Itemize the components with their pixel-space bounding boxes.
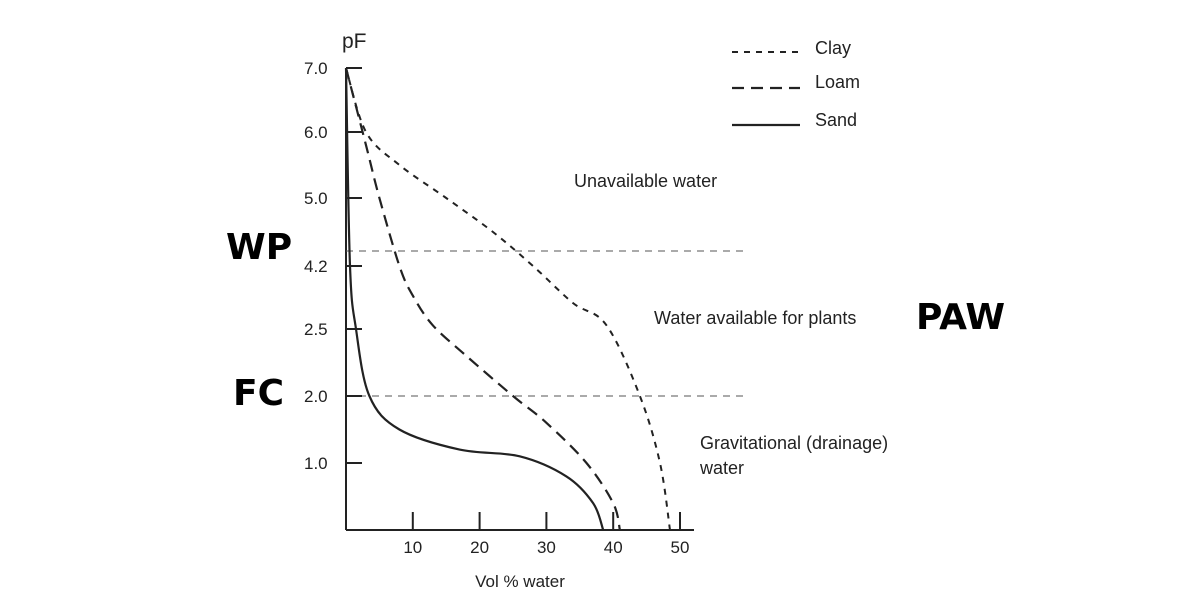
y-tick-label: 2.5	[304, 320, 328, 339]
sand-curve	[344, 67, 605, 531]
legend-loam-label: Loam	[815, 72, 860, 92]
x-tick-label: 10	[403, 538, 422, 557]
y-tick-label: 7.0	[304, 59, 328, 78]
clay-curve	[345, 67, 671, 531]
x-tick-label: 20	[470, 538, 489, 557]
x-ticks: 10 20 30 40 50	[403, 512, 689, 557]
y-tick-label: 5.0	[304, 189, 328, 208]
gravitational-water-label-line1: Gravitational (drainage)	[700, 433, 888, 453]
wp-label: WP	[226, 227, 292, 268]
fc-label: FC	[233, 373, 284, 414]
x-tick-label: 40	[604, 538, 623, 557]
y-tick-label: 1.0	[304, 454, 328, 473]
x-tick-label: 30	[537, 538, 556, 557]
legend-sand-label: Sand	[815, 110, 857, 130]
y-tick-label: 2.0	[304, 387, 328, 406]
y-tick-label: 4.2	[304, 257, 328, 276]
unavailable-water-label: Unavailable water	[574, 171, 717, 191]
y-axis-title: pF	[342, 30, 367, 53]
x-tick-label: 50	[671, 538, 690, 557]
legend: Clay Loam Sand	[732, 38, 860, 130]
loam-curve	[344, 67, 621, 531]
legend-clay-label: Clay	[815, 38, 851, 58]
gravitational-water-label-line2: water	[699, 458, 744, 478]
y-ticks: 7.0 6.0 5.0 4.2 2.5 2.0 1.0	[304, 59, 362, 473]
paw-label: PAW	[916, 297, 1005, 338]
y-tick-label: 6.0	[304, 123, 328, 142]
x-axis-title: Vol % water	[475, 572, 565, 591]
available-water-label: Water available for plants	[654, 308, 856, 328]
